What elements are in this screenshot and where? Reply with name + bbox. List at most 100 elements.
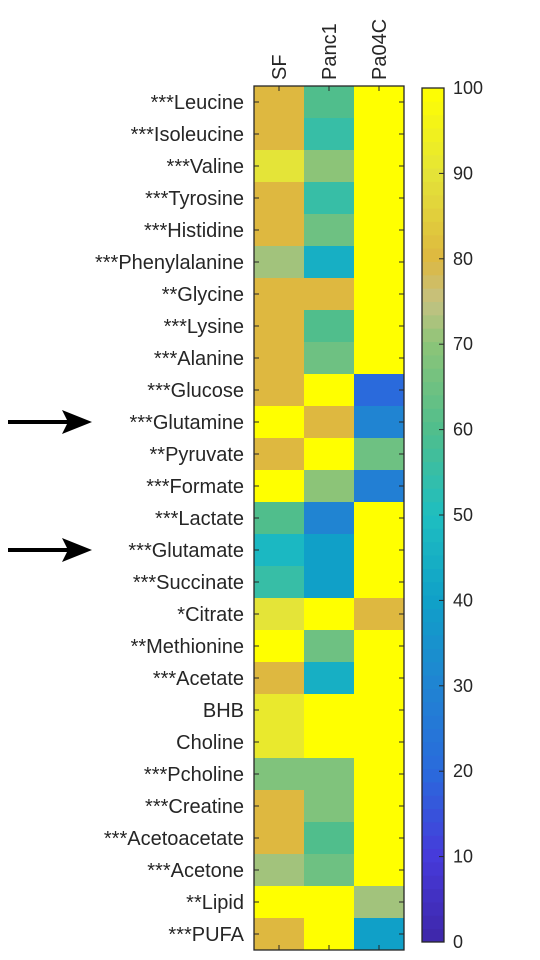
colorbar-segment <box>422 381 444 396</box>
row-label: ***Pcholine <box>144 764 244 786</box>
column-labels: SF Panc1 Pa04C <box>269 19 391 80</box>
colorbar-segment <box>422 595 444 609</box>
heatmap-cell <box>354 86 405 119</box>
colorbar-segment <box>422 901 444 916</box>
colorbar-segment <box>422 288 444 302</box>
colorbar-tick-label: 20 <box>453 761 473 781</box>
colorbar-segment <box>422 128 444 142</box>
heatmap-cell <box>254 470 305 503</box>
heatmap-cell <box>304 438 355 471</box>
heatmap-cell <box>354 182 405 215</box>
arrow-head <box>62 410 92 434</box>
row-label: ***Glutamate <box>128 540 244 562</box>
heatmap-cell <box>254 150 305 183</box>
heatmap-cell <box>254 726 305 759</box>
colorbar-segment <box>422 648 444 663</box>
colorbar-segment <box>422 861 444 876</box>
heatmap-cell <box>354 662 405 695</box>
column-label: Panc1 <box>319 23 341 80</box>
heatmap-axes <box>253 85 405 951</box>
colorbar-segment <box>422 101 444 116</box>
row-label: ***Lysine <box>164 316 244 338</box>
colorbar-segment <box>422 448 444 463</box>
row-label: *Citrate <box>177 604 244 626</box>
colorbar-segment <box>422 728 444 743</box>
row-label: ***Glucose <box>147 380 244 402</box>
row-label: ***Formate <box>146 476 244 498</box>
colorbar-segment <box>422 328 444 343</box>
colorbar-segment <box>422 408 444 423</box>
colorbar-segment <box>422 515 444 529</box>
row-label: ***Tyrosine <box>145 188 244 210</box>
colorbar-segment <box>422 234 444 249</box>
colorbar-segment <box>422 635 444 649</box>
heatmap-cell <box>254 438 305 471</box>
heatmap-cell <box>304 790 355 823</box>
colorbar-segment <box>422 928 444 943</box>
colorbar-segment <box>422 488 444 503</box>
heatmap-cell <box>254 790 305 823</box>
row-label: ***Isoleucine <box>131 124 244 146</box>
heatmap-cell <box>354 278 405 311</box>
heatmap-cell <box>254 214 305 247</box>
heatmap-cell <box>254 694 305 727</box>
row-label: **Pyruvate <box>150 444 245 466</box>
colorbar-tick-label: 70 <box>453 334 473 354</box>
heatmap-cell <box>254 246 305 279</box>
heatmap-cell <box>304 598 355 631</box>
row-label: ***Acetoacetate <box>104 828 244 850</box>
heatmap-cell <box>304 886 355 919</box>
heatmap-cell <box>354 406 405 439</box>
column-label: SF <box>269 54 291 80</box>
heatmap-cell <box>304 182 355 215</box>
heatmap-cell <box>304 374 355 407</box>
colorbar-segment <box>422 248 444 262</box>
colorbar-segment <box>422 88 444 102</box>
row-label: ***Leucine <box>151 92 244 114</box>
row-label: ***Glutamine <box>129 412 244 434</box>
colorbar-segment <box>422 608 444 623</box>
column-label: Pa04C <box>369 19 391 80</box>
row-label: **Lipid <box>186 892 244 914</box>
heatmap-cell <box>354 726 405 759</box>
colorbar-tick-label: 10 <box>453 847 473 867</box>
colorbar-segment <box>422 581 444 596</box>
heatmap-cell <box>304 342 355 375</box>
heatmap-cell <box>304 470 355 503</box>
colorbar-segment <box>422 434 444 449</box>
colorbar-segment <box>422 181 444 196</box>
row-labels: ***Leucine ***Isoleucine ***Valine ***Tyros… <box>95 92 245 946</box>
colorbar-segment <box>422 555 444 569</box>
heatmap-cell <box>304 630 355 663</box>
colorbar-segment <box>422 621 444 636</box>
heatmap-cell <box>354 854 405 887</box>
colorbar-segment <box>422 114 444 129</box>
heatmap-cell <box>254 886 305 919</box>
colorbar-segment <box>422 568 444 583</box>
colorbar-segment <box>422 461 444 476</box>
heatmap-cell <box>254 278 305 311</box>
heatmap-cell <box>304 502 355 535</box>
heatmap-cell <box>254 630 305 663</box>
heatmap-cell <box>354 310 405 343</box>
row-label: ***Succinate <box>133 572 244 594</box>
heatmap-cell <box>254 822 305 855</box>
heatmap-cell <box>354 470 405 503</box>
colorbar-segment <box>422 168 444 182</box>
colorbar-segment <box>422 661 444 676</box>
colorbar-tick-label: 60 <box>453 420 473 440</box>
colorbar-segment <box>422 301 444 316</box>
heatmap-cell <box>304 822 355 855</box>
colorbar-segment <box>422 274 444 289</box>
row-label: ***Alanine <box>154 348 244 370</box>
heatmap-cell <box>304 246 355 279</box>
colorbar-segment <box>422 888 444 903</box>
heatmap-cell <box>254 854 305 887</box>
heatmap-cell <box>304 854 355 887</box>
heatmap-cell <box>304 118 355 151</box>
heatmap-cell <box>304 662 355 695</box>
row-label: ***Lactate <box>155 508 244 530</box>
row-label: Choline <box>176 732 244 754</box>
colorbar-tick-label: 50 <box>453 505 473 525</box>
heatmap-cell <box>304 566 355 599</box>
